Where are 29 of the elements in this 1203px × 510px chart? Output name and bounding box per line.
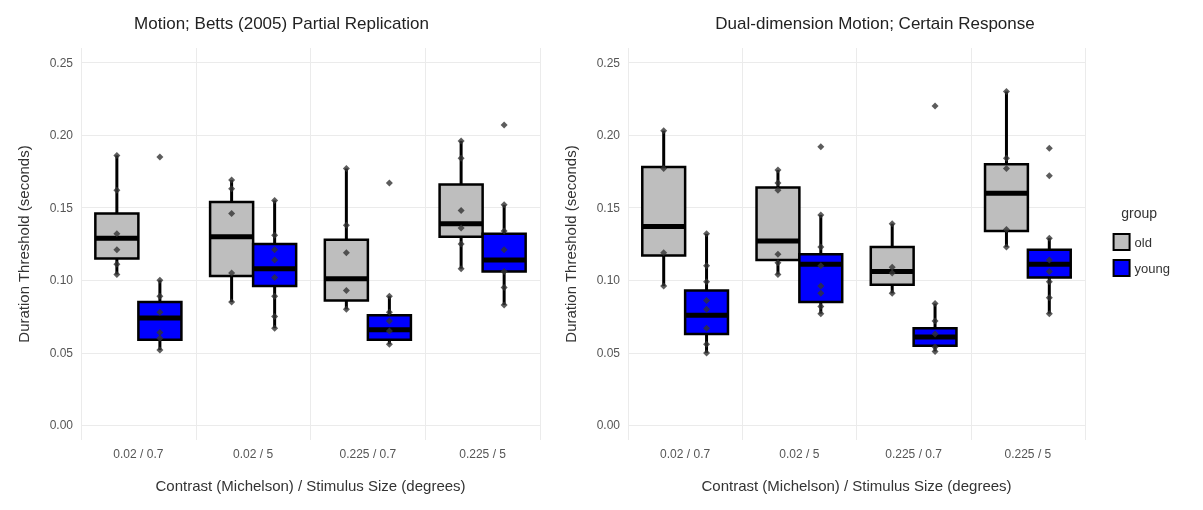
x-tick-label: 0.02 / 5 (233, 447, 274, 461)
y-axis-title: Duration Threshold (seconds) (15, 145, 32, 343)
chart-title: Motion; Betts (2005) Partial Replication (134, 14, 429, 33)
y-tick-label: 0.20 (596, 128, 621, 143)
x-tick-label: 0.02 / 0.7 (113, 447, 164, 461)
y-tick-label: 0.10 (49, 273, 74, 288)
y-tick-label: 0.20 (49, 128, 74, 143)
y-tick-label: 0.15 (49, 200, 74, 215)
x-tick-label: 0.225 / 0.7 (339, 447, 397, 461)
x-tick-label: 0.02 / 5 (779, 447, 820, 461)
y-tick-label: 0.15 (596, 200, 621, 215)
y-tick-label: 0.05 (596, 345, 621, 360)
x-tick-label: 0.225 / 0.7 (885, 447, 943, 461)
y-axis-title: Duration Threshold (seconds) (562, 145, 579, 343)
x-axis-title: Contrast (Michelson) / Stimulus Size (degrees) (155, 477, 466, 494)
legend-title: group (1121, 205, 1158, 221)
x-axis-title: Contrast (Michelson) / Stimulus Size (degrees) (701, 477, 1012, 494)
y-tick-label: 0.00 (49, 418, 74, 433)
x-tick-label: 0.02 / 0.7 (660, 447, 711, 461)
x-tick-label: 0.225 / 5 (459, 447, 507, 461)
y-tick-label: 0.10 (596, 273, 621, 288)
y-tick-label: 0.05 (49, 345, 74, 360)
y-tick-label: 0.25 (49, 55, 74, 70)
y-tick-label: 0.00 (596, 418, 621, 433)
x-tick-label: 0.225 / 5 (1004, 447, 1052, 461)
legend-label: young (1134, 260, 1170, 276)
legend-label: old (1134, 234, 1152, 250)
chart-title: Dual-dimension Motion; Certain Response (715, 14, 1035, 33)
y-tick-label: 0.25 (596, 55, 621, 70)
